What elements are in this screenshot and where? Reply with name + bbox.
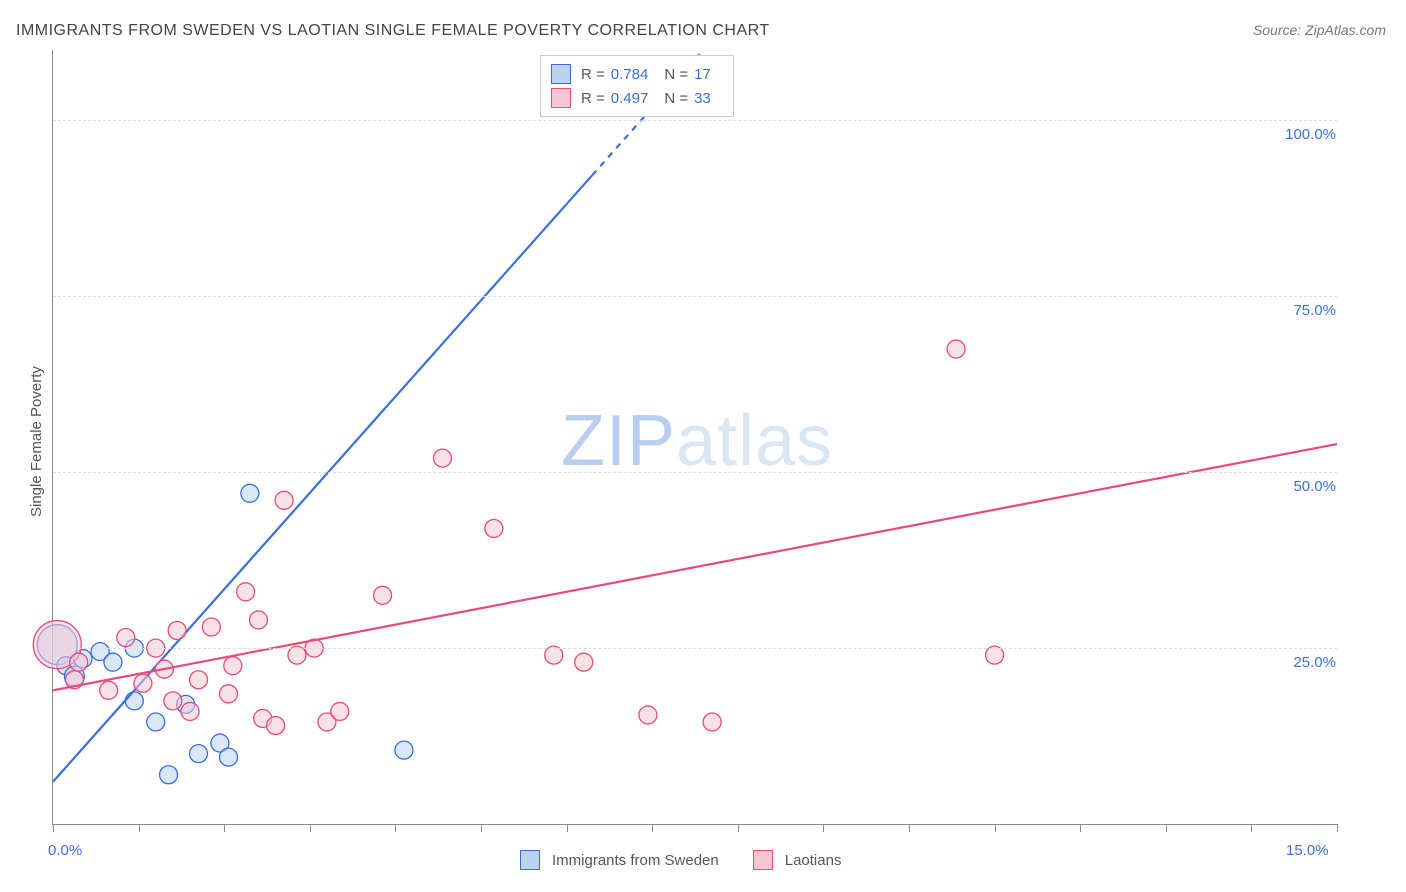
legend-r-label: R =	[581, 90, 605, 107]
gridline	[53, 648, 1337, 649]
source-label: Source: ZipAtlas.com	[1253, 22, 1386, 38]
data-point	[275, 491, 293, 509]
legend-swatch	[551, 64, 571, 84]
x-axis-label-left: 0.0%	[48, 842, 82, 859]
legend-series-label: Immigrants from Sweden	[552, 852, 719, 869]
data-point	[134, 674, 152, 692]
regression-line	[53, 444, 1337, 690]
data-point	[485, 519, 503, 537]
regression-line	[53, 175, 592, 782]
legend-n-label: N =	[664, 90, 688, 107]
data-point	[433, 449, 451, 467]
y-axis-title: Single Female Poverty	[28, 366, 45, 517]
data-point	[947, 340, 965, 358]
legend-row: R = 0.497 N = 33	[551, 86, 723, 110]
x-tick	[139, 824, 140, 832]
x-tick	[652, 824, 653, 832]
data-point	[70, 653, 88, 671]
x-tick	[1166, 824, 1167, 832]
x-tick	[395, 824, 396, 832]
x-tick	[53, 824, 54, 832]
data-point	[190, 745, 208, 763]
data-point	[249, 611, 267, 629]
data-point	[331, 702, 349, 720]
data-point	[125, 692, 143, 710]
legend-series-label: Laotians	[785, 852, 842, 869]
x-tick	[481, 824, 482, 832]
legend-swatch	[520, 850, 540, 870]
y-tick-label: 75.0%	[1276, 302, 1336, 319]
data-point	[168, 622, 186, 640]
data-point	[639, 706, 657, 724]
x-tick	[224, 824, 225, 832]
legend-n-label: N =	[664, 66, 688, 83]
data-point	[575, 653, 593, 671]
x-tick	[310, 824, 311, 832]
data-point	[703, 713, 721, 731]
chart-svg	[53, 50, 1337, 824]
x-axis-label-right: 15.0%	[1286, 842, 1329, 859]
x-tick	[909, 824, 910, 832]
x-tick	[823, 824, 824, 832]
legend-r-label: R =	[581, 66, 605, 83]
legend-row: R = 0.784 N = 17	[551, 62, 723, 86]
y-tick-label: 50.0%	[1276, 478, 1336, 495]
data-point	[224, 657, 242, 675]
legend-top: R = 0.784 N = 17 R = 0.497 N = 33	[540, 55, 734, 117]
x-tick	[1251, 824, 1252, 832]
legend-swatch	[551, 88, 571, 108]
data-point	[237, 583, 255, 601]
x-tick	[1080, 824, 1081, 832]
data-point	[160, 766, 178, 784]
data-point	[395, 741, 413, 759]
data-point	[202, 618, 220, 636]
data-point	[104, 653, 122, 671]
legend-r-value: 0.497	[611, 90, 649, 107]
data-point	[219, 748, 237, 766]
data-point	[100, 681, 118, 699]
legend-swatch	[753, 850, 773, 870]
data-point	[147, 713, 165, 731]
y-tick-label: 100.0%	[1276, 126, 1336, 143]
y-tick-label: 25.0%	[1276, 654, 1336, 671]
legend-bottom: Immigrants from Sweden Laotians	[520, 850, 869, 870]
plot-area: ZIPatlas	[52, 50, 1337, 825]
x-tick	[995, 824, 996, 832]
gridline	[53, 120, 1337, 121]
chart-title: IMMIGRANTS FROM SWEDEN VS LAOTIAN SINGLE…	[16, 22, 770, 40]
data-point	[117, 629, 135, 647]
legend-r-value: 0.784	[611, 66, 649, 83]
gridline	[53, 472, 1337, 473]
data-point	[219, 685, 237, 703]
data-point	[267, 716, 285, 734]
data-point	[164, 692, 182, 710]
gridline	[53, 296, 1337, 297]
x-tick	[567, 824, 568, 832]
legend-n-value: 33	[694, 90, 711, 107]
data-point	[241, 484, 259, 502]
legend-n-value: 17	[694, 66, 711, 83]
data-point	[374, 586, 392, 604]
data-point	[181, 702, 199, 720]
x-tick	[1337, 824, 1338, 832]
data-point	[190, 671, 208, 689]
x-tick	[738, 824, 739, 832]
